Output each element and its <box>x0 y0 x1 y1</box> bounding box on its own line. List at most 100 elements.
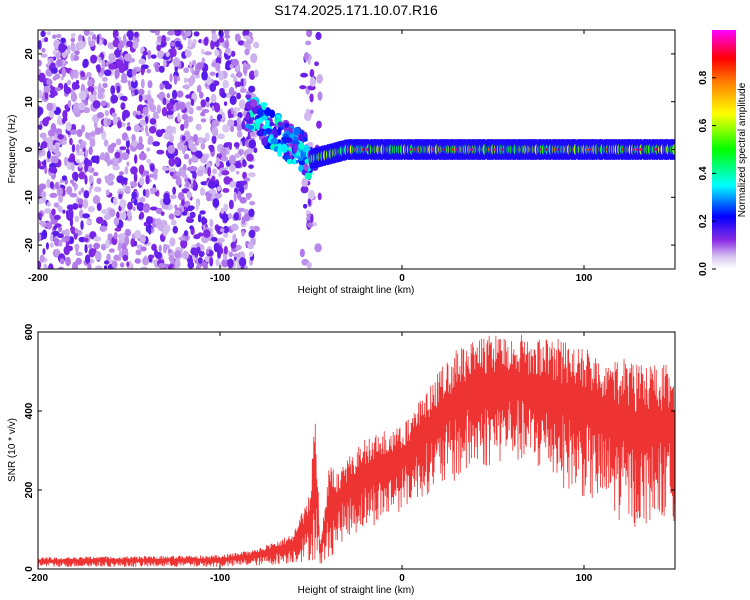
spectral-point <box>111 161 119 167</box>
x-tick-label: 100 <box>576 273 593 284</box>
spectral-point <box>236 191 242 200</box>
spectral-point <box>300 72 309 78</box>
spectral-point <box>220 146 227 157</box>
spectral-point <box>149 163 155 172</box>
spectral-point <box>59 258 65 265</box>
spectral-point <box>46 178 51 189</box>
spectral-point <box>119 262 125 268</box>
spectral-point <box>194 249 199 258</box>
spectral-point <box>97 92 104 100</box>
spectral-point <box>260 102 268 107</box>
y-tick-label: 0 <box>24 566 35 572</box>
spectral-point <box>103 139 109 147</box>
spectral-point <box>304 172 312 180</box>
spectral-point <box>112 117 118 126</box>
spectral-point <box>150 54 157 59</box>
spectral-point <box>77 198 84 205</box>
spectral-point <box>243 213 251 222</box>
spectral-point <box>230 50 236 57</box>
x-tick-label: -200 <box>28 273 48 284</box>
spectral-point <box>58 239 63 247</box>
spectral-point <box>38 160 42 169</box>
snr-series-line <box>38 334 675 568</box>
spectral-point <box>40 141 48 149</box>
spectral-point <box>121 132 129 141</box>
spectral-point <box>65 256 71 267</box>
spectral-point <box>149 118 157 125</box>
colorbar-gradient <box>712 30 736 269</box>
spectral-point <box>233 160 242 169</box>
spectral-point <box>110 142 117 148</box>
spectral-point <box>74 243 80 251</box>
spectral-point <box>299 85 307 90</box>
spectral-point <box>102 82 108 89</box>
spectral-point <box>234 33 241 42</box>
colorbar-label: Normalized spectral amplitude <box>737 82 748 217</box>
spectral-point <box>106 157 111 167</box>
spectral-point <box>114 151 121 159</box>
spectral-point <box>199 91 204 99</box>
spectral-point <box>246 153 254 162</box>
spectral-point <box>244 177 251 182</box>
spectral-point <box>174 156 180 165</box>
spectral-point <box>303 163 309 171</box>
spectral-point <box>302 137 308 142</box>
spectral-point <box>205 101 210 108</box>
spectral-point <box>39 220 46 226</box>
spectral-point <box>174 259 181 269</box>
spectral-point <box>299 248 305 258</box>
spectral-point <box>92 195 101 205</box>
spectral-point <box>201 70 208 81</box>
spectral-point <box>78 90 87 101</box>
spectral-point <box>138 152 147 161</box>
spectral-point <box>138 88 145 96</box>
spectral-point <box>38 72 46 83</box>
spectral-point <box>227 258 234 269</box>
spectral-point <box>248 32 253 37</box>
spectral-point <box>131 191 137 200</box>
spectral-point <box>74 184 79 189</box>
spectral-point <box>100 125 104 134</box>
spectrogram-marks <box>38 30 675 269</box>
spectral-point <box>214 62 221 72</box>
spectral-point <box>168 157 176 167</box>
spectral-point <box>230 223 239 232</box>
spectral-point <box>181 211 188 216</box>
spectral-point <box>250 53 258 64</box>
spectral-point <box>142 106 149 116</box>
spectral-point <box>152 141 161 147</box>
spectral-point <box>242 171 247 180</box>
spectral-point <box>306 141 314 148</box>
spectral-point <box>223 176 231 185</box>
spectral-point <box>199 244 204 249</box>
spectral-point <box>264 119 271 127</box>
spectral-point <box>292 136 299 141</box>
snr-frame <box>37 331 676 570</box>
spectral-point <box>88 131 97 137</box>
spectral-point <box>220 92 227 99</box>
snr-y-label: SNR (10 * v/v) <box>7 418 18 482</box>
spectral-point <box>64 228 70 237</box>
spectral-point <box>46 150 51 159</box>
spectral-point <box>170 41 176 47</box>
spectral-point <box>139 119 146 127</box>
spectral-point <box>242 136 246 147</box>
spectral-point <box>67 99 72 108</box>
spectral-point <box>108 63 117 70</box>
spectral-point <box>51 155 59 164</box>
spectral-point <box>167 114 174 120</box>
spectral-point <box>54 238 61 247</box>
spectral-point <box>138 214 142 220</box>
spectrogram-y-label: Frequency (Hz) <box>7 115 18 184</box>
spectral-point <box>142 50 148 56</box>
spectral-point <box>78 162 83 169</box>
spectral-point <box>57 194 64 203</box>
spectral-point <box>237 71 242 78</box>
spectral-point <box>300 185 309 194</box>
spectral-point <box>249 131 256 137</box>
spectral-point <box>292 143 298 153</box>
spectral-point <box>269 122 275 127</box>
spectral-point <box>46 102 54 111</box>
spectral-point <box>305 210 311 215</box>
spectral-point <box>65 121 72 132</box>
